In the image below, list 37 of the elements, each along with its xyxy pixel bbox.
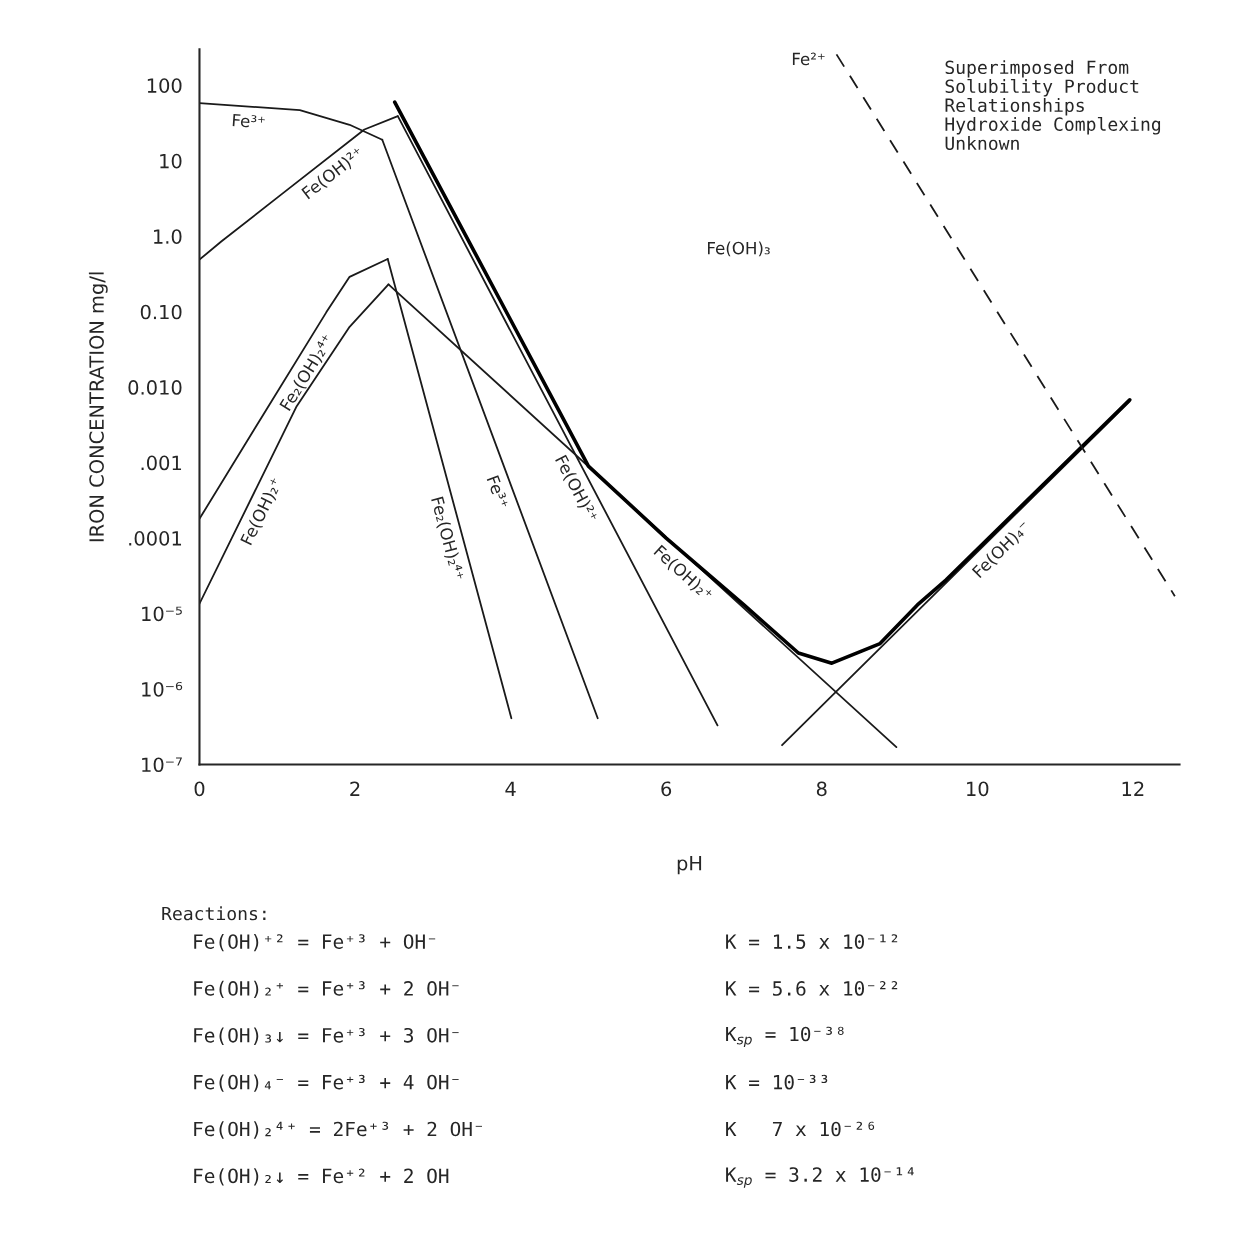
x-tick-label: 2 <box>350 781 360 796</box>
y-tick-label: 0.010 <box>128 380 182 395</box>
series-label: Fe²⁺ <box>792 52 825 66</box>
annotation: Fe(OH)₃ <box>708 241 770 257</box>
text: Fe³⁺ <box>486 475 510 510</box>
text: Fe(OH)⁺² = Fe⁺³ + OH⁻ <box>194 933 436 952</box>
y-tick-label: 1.0 <box>154 229 182 244</box>
x-tick-label: 12 <box>1122 781 1144 796</box>
y-tick-label: 0.10 <box>140 304 182 320</box>
x-tick-label: 4 <box>505 781 516 796</box>
y-axis-title: IRON CONCENTRATION mg/l <box>88 272 108 542</box>
text: Fe(OH)₂⁴⁺ = 2Fe⁺³ + 2 OH⁻ <box>194 1121 483 1139</box>
y-tick-label: 100 <box>147 78 182 93</box>
text: Reactions: <box>162 906 266 921</box>
y-tick-label: .001 <box>141 455 182 471</box>
text: K 7 x 10⁻²⁶ <box>726 1121 875 1137</box>
x-tick-label: 8 <box>816 781 827 797</box>
text: K$_{sp}$ = 3.2 x 10⁻¹⁴ <box>726 1167 914 1188</box>
text: K$_{sp}$ = 10⁻³⁸ <box>726 1026 844 1048</box>
text: K = 1.5 x 10⁻¹² <box>726 934 898 949</box>
x-tick-label: 6 <box>661 781 672 797</box>
series-label: Fe³⁺ <box>232 113 266 129</box>
y-tick-label: 10⁻⁶ <box>142 681 183 697</box>
text: Fe(OH)₂↓ = Fe⁺² + 2 OH <box>194 1168 449 1186</box>
text: Fe(OH)₃↓ = Fe⁺³ + 3 OH⁻ <box>194 1027 459 1045</box>
y-tick-label: 10 <box>160 153 182 169</box>
annotation: Superimposed From Solubility Product Relationships Hydroxide Complexing Unknown <box>945 60 1161 151</box>
x-tick-label: 10 <box>967 781 989 797</box>
y-tick-label: 10⁻⁵ <box>142 606 182 622</box>
y-tick-label: .0001 <box>129 531 182 546</box>
text: K = 10⁻³³ <box>726 1074 828 1090</box>
text: Fe(OH)₄⁻ = Fe⁺³ + 4 OH⁻ <box>194 1074 459 1092</box>
x-tick-label: 0 <box>194 781 205 797</box>
x-axis-title: pH <box>677 856 702 875</box>
y-tick-label: 10⁻⁷ <box>142 757 182 773</box>
text: K = 5.6 x 10⁻²² <box>726 981 898 996</box>
text: Fe(OH)₂⁺ = Fe⁺³ + 2 OH⁻ <box>194 980 459 999</box>
